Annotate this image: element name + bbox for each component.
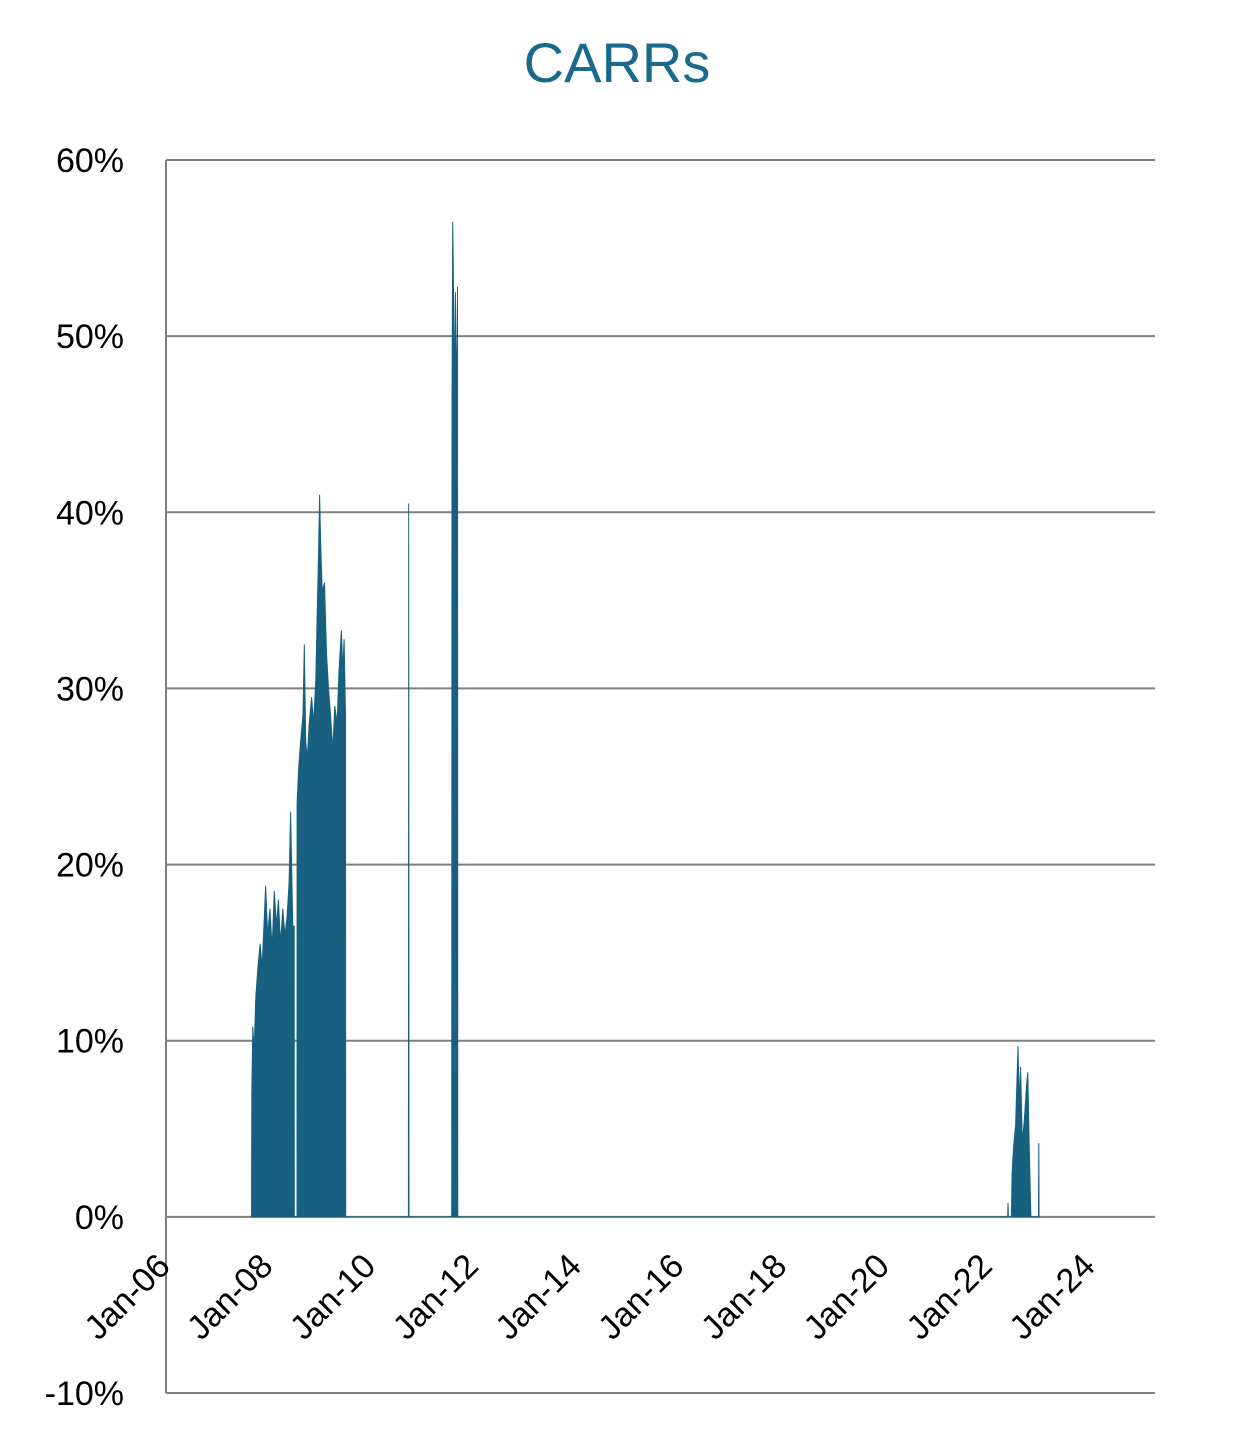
y-tick-label: 30% — [56, 670, 124, 708]
y-tick-label: -10% — [45, 1375, 124, 1413]
chart-title: CARRs — [523, 31, 711, 94]
y-tick-label: 60% — [56, 142, 124, 180]
x-tick-label: Jan-14 — [488, 1247, 588, 1347]
y-tick-label: 0% — [75, 1199, 124, 1237]
x-tick-label: Jan-06 — [77, 1247, 177, 1347]
x-tick-label: Jan-16 — [591, 1247, 691, 1347]
y-tick-label: 20% — [56, 847, 124, 885]
x-tick-label: Jan-10 — [283, 1247, 383, 1347]
x-tick-label: Jan-08 — [180, 1247, 280, 1347]
x-tick-label: Jan-20 — [797, 1247, 897, 1347]
series-area — [250, 221, 1040, 1218]
y-tick-label: 50% — [56, 318, 124, 356]
y-tick-label: 40% — [56, 494, 124, 532]
x-tick-label: Jan-24 — [1002, 1247, 1102, 1347]
y-tick-label: 10% — [56, 1023, 124, 1061]
x-tick-label: Jan-22 — [899, 1247, 999, 1347]
x-tick-label: Jan-18 — [694, 1247, 794, 1347]
x-tick-label: Jan-12 — [385, 1247, 485, 1347]
